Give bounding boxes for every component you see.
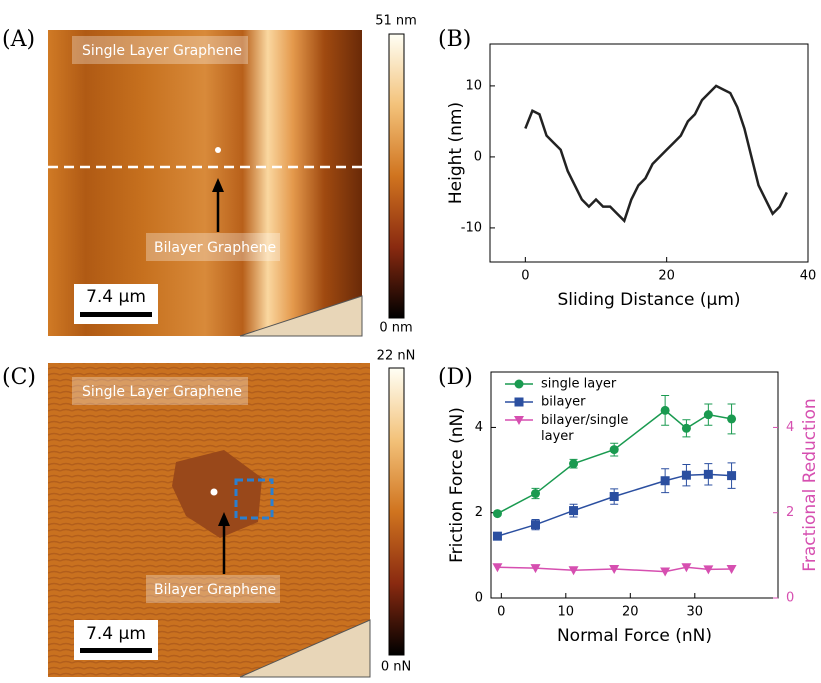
marker xyxy=(726,565,737,575)
colorbar-label: 22 nN xyxy=(377,349,416,364)
series-line xyxy=(524,84,788,224)
scale-bar xyxy=(80,648,152,653)
scale-bar-label: 7.4 µm xyxy=(86,287,146,307)
x-axis-label: Normal Force (nN) xyxy=(557,626,712,646)
marker xyxy=(531,489,541,499)
x-tick-label: 0 xyxy=(497,605,505,620)
roi-box xyxy=(234,478,274,520)
y-tick-label: 0 xyxy=(474,149,482,164)
marker xyxy=(703,469,713,479)
series-line xyxy=(497,566,732,573)
marker xyxy=(681,563,692,573)
annotation-box xyxy=(146,233,280,261)
legend-label: single layer xyxy=(541,377,617,392)
marker xyxy=(609,565,620,575)
colorbar xyxy=(388,33,405,319)
y2-tick-label: 0 xyxy=(786,591,794,606)
panel-label: (C) xyxy=(2,365,36,390)
marker xyxy=(569,506,579,516)
legend-label: bilayer/single layer xyxy=(541,413,628,444)
marker xyxy=(727,471,737,481)
marker xyxy=(703,410,713,420)
annotation-box xyxy=(146,575,280,603)
marker xyxy=(660,476,670,486)
annotation: Single Layer Graphene xyxy=(82,384,242,400)
panel-c: (C) Single Layer Graphene Bilayer Graphe… xyxy=(2,349,415,678)
y-tick-label: 4 xyxy=(475,420,483,435)
y-tick-label: 0 xyxy=(475,591,483,606)
panel-a: (A) Single Layer Graphene Bilayer Graphe… xyxy=(2,14,417,337)
plot-frame xyxy=(489,43,809,263)
arrow-head xyxy=(212,178,224,192)
marker xyxy=(492,531,502,541)
bilayer-region xyxy=(172,450,262,538)
marker xyxy=(609,445,619,455)
marker xyxy=(514,416,524,425)
panel-label: (D) xyxy=(438,365,473,390)
marker xyxy=(727,414,737,424)
y-tick-label: -10 xyxy=(461,220,482,235)
scale-bar-box xyxy=(74,284,158,324)
x-tick-label: 20 xyxy=(658,269,675,284)
marker xyxy=(681,423,691,433)
annotation: Single Layer Graphene xyxy=(82,43,242,59)
y-axis-label: Height (nm) xyxy=(446,102,466,204)
particle xyxy=(210,488,218,496)
arrow-head xyxy=(218,512,230,526)
y2-tick-label: 2 xyxy=(786,505,794,520)
marker xyxy=(530,564,541,574)
plot-frame xyxy=(490,371,779,599)
x-tick-label: 10 xyxy=(558,605,575,620)
colorbar-label: 0 nN xyxy=(381,660,411,675)
scale-bar-box xyxy=(74,620,158,660)
y-tick-label: 10 xyxy=(465,78,482,93)
colorbar-label: 51 nm xyxy=(375,14,417,29)
marker xyxy=(660,567,671,577)
particle xyxy=(215,147,221,153)
marker xyxy=(568,566,579,576)
marker xyxy=(514,397,524,407)
marker xyxy=(514,379,524,389)
marker xyxy=(609,492,619,502)
legend-label: bilayer xyxy=(541,395,586,410)
x-tick-label: 30 xyxy=(687,605,704,620)
panel-label: (B) xyxy=(438,27,471,52)
marker xyxy=(492,509,502,519)
marker xyxy=(569,459,579,469)
y2-axis-label: Fractional Reduction xyxy=(800,398,820,571)
annotation-box xyxy=(72,377,248,405)
y2-tick-label: 4 xyxy=(786,420,794,435)
x-tick-label: 40 xyxy=(800,269,817,284)
scale-bar xyxy=(80,312,152,317)
marker xyxy=(492,563,503,573)
substrate xyxy=(239,295,363,337)
annotation-box xyxy=(72,36,248,64)
x-axis-label: Sliding Distance (µm) xyxy=(557,290,740,310)
scale-bar-label: 7.4 µm xyxy=(86,624,146,644)
marker xyxy=(660,405,670,415)
colorbar-label: 0 nm xyxy=(379,321,412,336)
y-axis-label: Friction Force (nN) xyxy=(447,407,467,563)
marker xyxy=(681,470,691,480)
annotation: Bilayer Graphene xyxy=(154,582,276,598)
marker xyxy=(531,520,541,530)
colorbar xyxy=(388,367,405,656)
panel-label: (A) xyxy=(2,27,35,52)
x-tick-label: 0 xyxy=(521,269,529,284)
substrate xyxy=(239,619,371,678)
x-tick-label: 20 xyxy=(622,605,639,620)
y-tick-label: 2 xyxy=(475,505,483,520)
annotation: Bilayer Graphene xyxy=(154,240,276,256)
marker xyxy=(703,565,714,575)
